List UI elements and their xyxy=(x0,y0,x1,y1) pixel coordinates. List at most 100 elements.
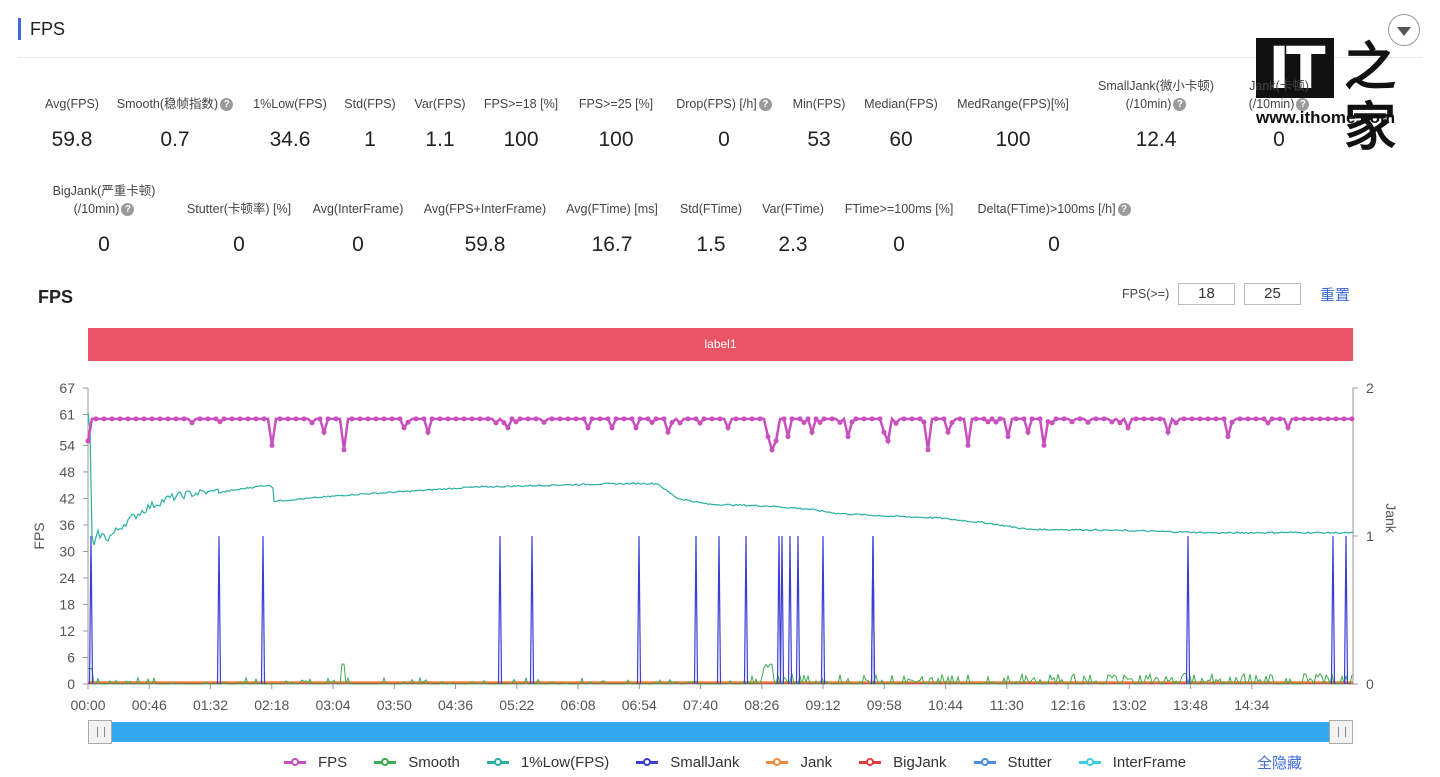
time-range-slider[interactable] xyxy=(88,720,1353,744)
chevron-down-icon xyxy=(1397,27,1411,36)
reset-link[interactable]: 重置 xyxy=(1320,287,1351,304)
metric-label-text: SmallJank(微小卡顿) xyxy=(1098,79,1214,93)
fps-point xyxy=(645,416,651,422)
legend-item-smalljank[interactable]: SmallJank xyxy=(636,754,739,771)
legend-item-fps[interactable]: FPS xyxy=(284,754,347,771)
fps-point xyxy=(1197,416,1203,422)
fps-point xyxy=(517,416,523,422)
legend-item-stutter[interactable]: Stutter xyxy=(973,754,1052,771)
fps-point xyxy=(1133,416,1139,422)
x-tick-label: 01:32 xyxy=(193,697,228,713)
fps-point xyxy=(125,416,131,422)
fps-point xyxy=(997,416,1003,422)
metric-label: Stutter(卡顿率) [%] xyxy=(174,200,304,218)
smalljank-spike xyxy=(820,535,826,685)
metric-label-text: Min(FPS) xyxy=(792,97,846,111)
fps-point xyxy=(165,416,171,422)
fps-point xyxy=(229,416,235,422)
legend-item-interframe[interactable]: InterFrame xyxy=(1078,754,1186,771)
legend-marker-icon xyxy=(284,755,306,769)
fps-point xyxy=(1261,416,1267,422)
y2-tick-label: 0 xyxy=(1366,676,1374,692)
fps-point xyxy=(769,447,775,453)
y-tick-label: 67 xyxy=(59,380,75,396)
help-icon[interactable]: ? xyxy=(121,203,135,217)
hide-all-link[interactable]: 全隐藏 xyxy=(1257,755,1303,772)
metric-label-text: Smooth(稳帧指数) xyxy=(116,97,219,111)
fps-point xyxy=(181,416,187,422)
metric-value: 0 xyxy=(98,233,110,256)
chart-title: FPS xyxy=(38,287,74,307)
fps-point xyxy=(453,416,459,422)
fps-point xyxy=(1117,420,1123,426)
fps-point xyxy=(1265,420,1271,426)
fps-point xyxy=(1053,416,1059,422)
fps-point xyxy=(741,416,747,422)
metric-value: 16.7 xyxy=(591,233,633,256)
help-icon[interactable]: ? xyxy=(1296,98,1310,112)
fps-threshold-input-1[interactable]: 18 xyxy=(1178,283,1235,305)
fps-point xyxy=(93,416,99,422)
fps-point xyxy=(425,429,431,435)
fps-point xyxy=(845,434,851,440)
help-icon[interactable]: ? xyxy=(1117,203,1131,217)
label-band[interactable]: label1 xyxy=(88,328,1353,361)
y-tick-label: 48 xyxy=(59,464,75,480)
help-icon[interactable]: ? xyxy=(1173,98,1187,112)
y-tick-label: 42 xyxy=(59,490,75,506)
metric-label-text: Drop(FPS) [/h] xyxy=(676,97,757,111)
metric-label: Drop(FPS) [/h]? xyxy=(669,95,779,113)
metric-value: 100 xyxy=(995,128,1031,151)
slider-handle-left[interactable] xyxy=(88,720,112,744)
slider-handle-right[interactable] xyxy=(1329,720,1353,744)
fps-point xyxy=(109,416,115,422)
legend-item-smooth[interactable]: Smooth xyxy=(374,754,460,771)
smalljank-spike xyxy=(787,535,793,685)
metric-label-text: FPS>=25 [%] xyxy=(578,97,654,111)
y-axis-title: FPS xyxy=(31,522,47,549)
collapse-button[interactable] xyxy=(1388,14,1420,46)
fps-point xyxy=(405,419,411,425)
fps-point xyxy=(813,416,819,422)
legend-label: BigJank xyxy=(893,753,947,771)
fps-point xyxy=(1301,416,1307,422)
x-tick-label: 13:48 xyxy=(1173,697,1208,713)
fps-point xyxy=(1229,419,1235,425)
legend-item-jank[interactable]: Jank xyxy=(766,754,832,771)
fps-point xyxy=(157,416,163,422)
help-icon[interactable]: ? xyxy=(758,98,772,112)
fps-point xyxy=(117,416,123,422)
metric-label: Avg(InterFrame) xyxy=(303,200,413,218)
y-tick-label: 12 xyxy=(59,623,75,639)
fps-point xyxy=(1049,420,1055,426)
metric-label-text: Var(FPS) xyxy=(414,97,466,111)
x-tick-label: 05:22 xyxy=(499,697,534,713)
fps-point xyxy=(1045,419,1051,425)
fps-point xyxy=(277,416,283,422)
metric-value: 100 xyxy=(598,128,634,151)
fps-point xyxy=(677,420,683,426)
y-tick-label: 36 xyxy=(59,517,75,533)
metric-label-line2: (/10min)? xyxy=(1234,95,1324,113)
help-icon[interactable]: ? xyxy=(220,98,234,112)
fps-point xyxy=(341,447,347,453)
series-fps-line xyxy=(86,416,1352,454)
fps-point xyxy=(665,429,671,435)
fps-point xyxy=(661,416,667,422)
fps-point xyxy=(621,416,627,422)
fps-threshold-input-2[interactable]: 25 xyxy=(1244,283,1301,305)
metric-value: 0 xyxy=(1273,128,1285,151)
fps-point xyxy=(725,425,731,431)
fps-point xyxy=(1205,416,1211,422)
metric-row2-3: Avg(FPS+InterFrame) 59.8 xyxy=(415,200,555,270)
fps-point xyxy=(809,429,815,435)
metric-value: 2.3 xyxy=(778,233,808,256)
y-tick-label: 6 xyxy=(67,649,75,665)
fps-point xyxy=(797,416,803,422)
legend-item-1-low-fps-[interactable]: 1%Low(FPS) xyxy=(486,754,609,771)
metric-row1-10: MedRange(FPS)[%] 100 xyxy=(948,95,1078,165)
smalljank-spike xyxy=(776,535,782,685)
fps-point xyxy=(1277,416,1283,422)
fps-point xyxy=(609,425,615,431)
legend-item-bigjank[interactable]: BigJank xyxy=(859,753,947,771)
